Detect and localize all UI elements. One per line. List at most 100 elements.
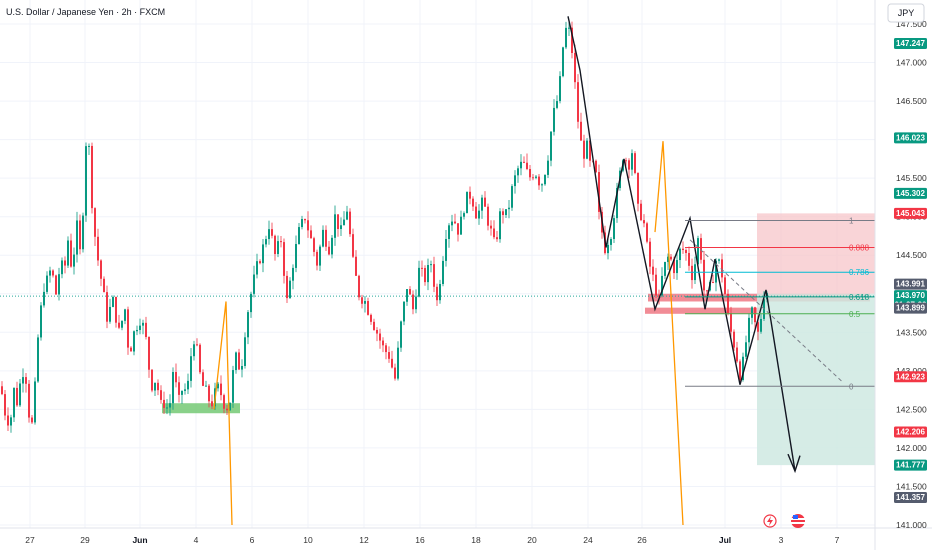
- candle-body: [328, 246, 330, 255]
- candle-body: [607, 244, 609, 254]
- candle-body: [106, 292, 108, 322]
- lightning-icon[interactable]: [763, 514, 777, 528]
- candle-body: [67, 240, 69, 266]
- fib-level-label: 0.786: [849, 268, 870, 277]
- candle-body: [655, 274, 657, 296]
- candle-body: [613, 218, 615, 240]
- candle-body: [82, 215, 84, 250]
- candle-body: [586, 140, 588, 159]
- candle-body: [394, 367, 396, 379]
- candle-body: [121, 320, 123, 328]
- candle-body: [700, 238, 702, 260]
- candle-body: [469, 191, 471, 199]
- candle-body: [205, 385, 207, 387]
- candle-body: [184, 389, 186, 391]
- candle-body: [16, 387, 18, 406]
- candle-body: [721, 259, 723, 278]
- candle-body: [256, 261, 258, 275]
- currency-button-label: JPY: [898, 8, 915, 18]
- stop-loss-zone[interactable]: [757, 213, 875, 294]
- candle-body: [742, 356, 744, 380]
- candle-body: [223, 395, 225, 409]
- candle-body: [499, 211, 501, 240]
- candle-body: [145, 322, 147, 338]
- candle-body: [319, 246, 321, 266]
- cycle-line[interactable]: [213, 301, 233, 526]
- candle-body: [376, 329, 378, 334]
- price-badge: [894, 38, 927, 50]
- us-flag-icon[interactable]: [791, 514, 805, 528]
- candle-body: [391, 358, 393, 368]
- candle-body: [55, 275, 57, 295]
- candle-body: [475, 206, 477, 219]
- candle-body: [436, 286, 438, 301]
- candle-body: [541, 184, 543, 186]
- candle-body: [181, 390, 183, 395]
- y-tick-label: 141.500: [896, 481, 927, 491]
- candle-body: [409, 289, 411, 295]
- candle-body: [691, 265, 693, 281]
- candle-body: [130, 347, 132, 352]
- price-badge-label: 143.899: [896, 304, 925, 313]
- candle-body: [346, 211, 348, 220]
- drawings-layer[interactable]: [213, 16, 844, 526]
- candle-body: [370, 314, 372, 322]
- candle-body: [217, 383, 219, 389]
- candle-body: [13, 387, 15, 418]
- candle-body: [517, 168, 519, 176]
- candle-body: [193, 344, 195, 357]
- x-tick-label: 20: [527, 535, 537, 545]
- zone-rect: [645, 307, 760, 314]
- candle-body: [211, 401, 213, 407]
- candle-body: [220, 383, 222, 396]
- currency-button[interactable]: JPY: [887, 3, 925, 23]
- candle-body: [580, 121, 582, 141]
- x-tick-label: 10: [303, 535, 313, 545]
- candle-body: [487, 206, 489, 226]
- position-box[interactable]: [757, 213, 875, 466]
- candle-body: [157, 382, 159, 391]
- wave-pattern[interactable]: [567, 16, 796, 472]
- price-badge-label: 142.206: [896, 428, 925, 437]
- candle-body: [298, 227, 300, 245]
- price-axis[interactable]: 147.500147.000146.500146.000145.500145.0…: [896, 19, 927, 530]
- candle-body: [112, 296, 114, 307]
- candle-body: [703, 259, 705, 291]
- candle-body: [334, 214, 336, 238]
- candle-body: [481, 197, 483, 211]
- candle-body: [733, 331, 735, 348]
- candle-body: [172, 372, 174, 404]
- candle-body: [673, 259, 675, 274]
- candle-body: [664, 261, 666, 276]
- candle-body: [310, 230, 312, 239]
- take-profit-zone[interactable]: [757, 293, 875, 466]
- candle-body: [103, 278, 105, 293]
- price-badge: [894, 491, 927, 503]
- price-badge-label: 141.777: [896, 461, 925, 470]
- candle-body: [553, 107, 555, 132]
- candle-body: [169, 403, 171, 408]
- candle-body: [646, 223, 648, 242]
- candle-body: [364, 301, 366, 304]
- candle-body: [85, 146, 87, 216]
- candle-body: [199, 344, 201, 373]
- candle-body: [178, 382, 180, 395]
- x-tick-label: 18: [471, 535, 481, 545]
- y-tick-label: 142.000: [896, 443, 927, 453]
- candle-body: [289, 280, 291, 299]
- candle-body: [238, 352, 240, 370]
- price-badge: [894, 132, 927, 144]
- candle-body: [628, 160, 630, 170]
- cycle-line[interactable]: [654, 141, 684, 526]
- y-tick-label: 146.500: [896, 96, 927, 106]
- candle-body: [148, 337, 150, 370]
- candle-body: [478, 210, 480, 219]
- candle-body: [154, 382, 156, 391]
- fibonacci-retracement[interactable]: 1 0.888 0.786 0.618 0.5 0: [685, 217, 875, 392]
- time-axis[interactable]: 27 29 Jun 4 6 10 12 16 18 20 24 26 Jul 3 7: [25, 535, 839, 545]
- fib-level-label: 0.888: [849, 244, 870, 253]
- candle-body: [40, 305, 42, 338]
- candle-body: [241, 365, 243, 370]
- candle-body: [22, 377, 24, 384]
